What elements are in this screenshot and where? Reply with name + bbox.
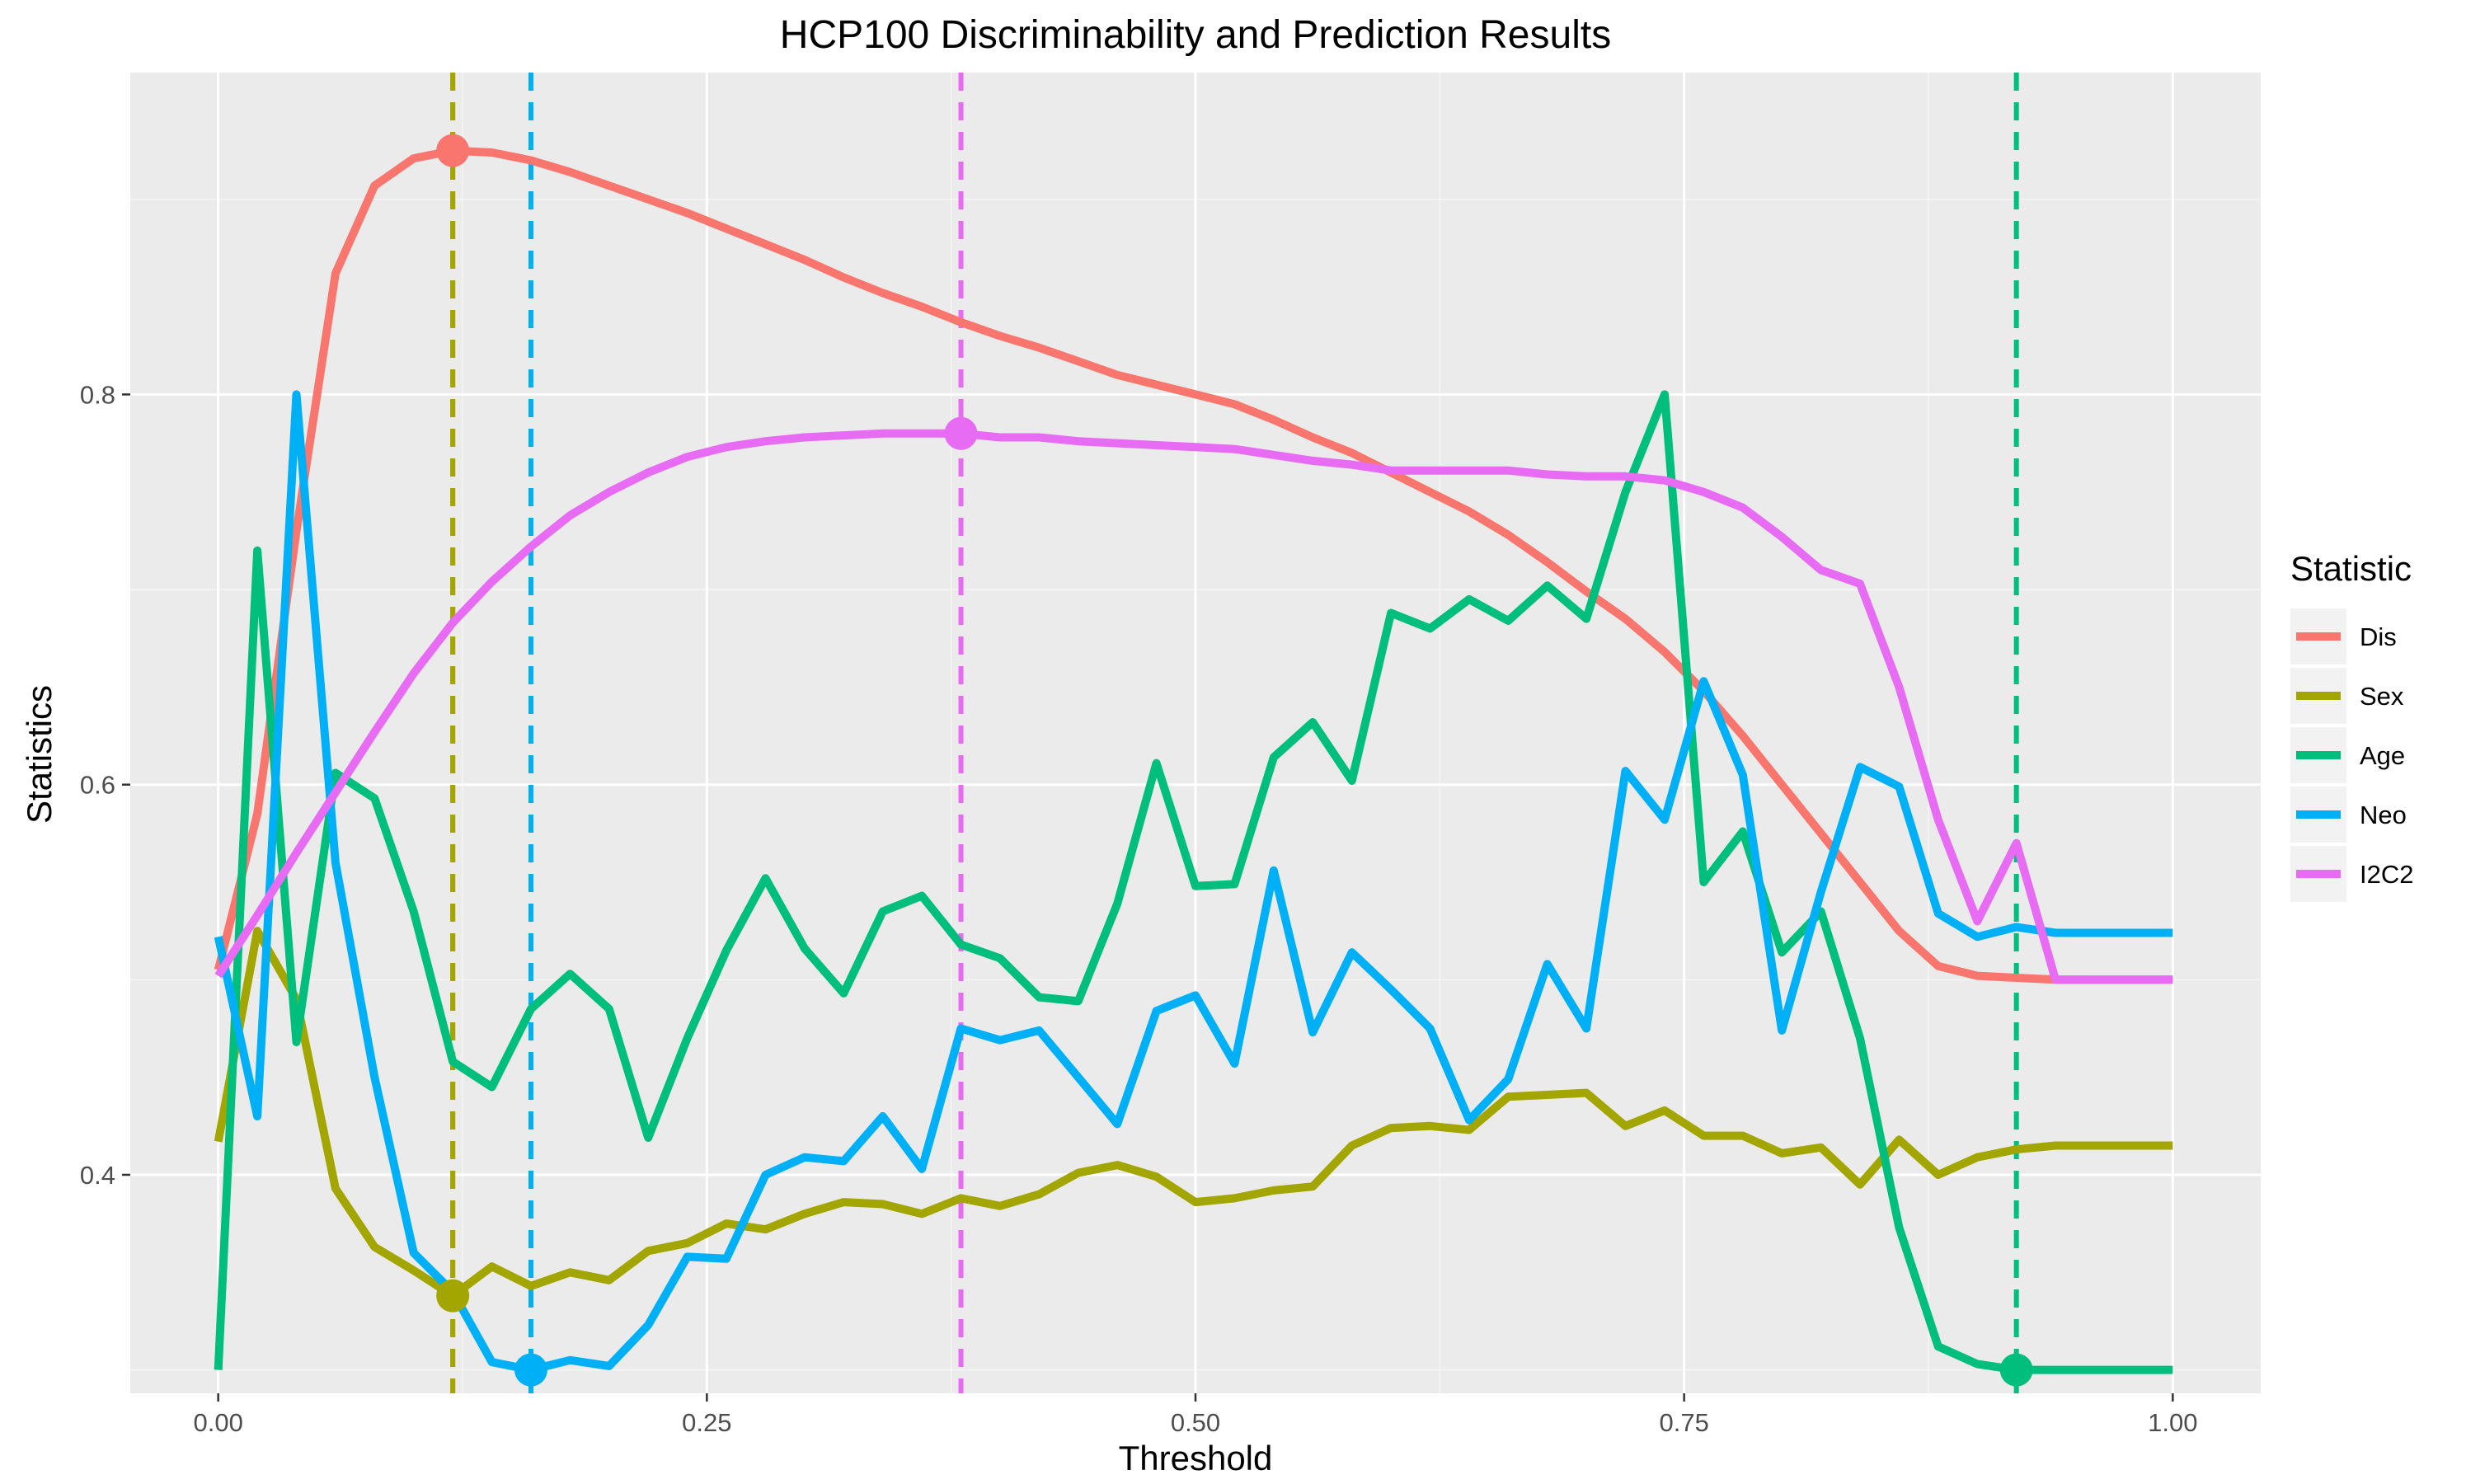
optimum-point-i2c2 (944, 416, 978, 450)
optimum-threshold-lines (450, 73, 2019, 1393)
series-line-dis (214, 146, 2173, 984)
x-tick-label: 0.00 (194, 1408, 243, 1437)
x-tick-label: 1.00 (2148, 1408, 2197, 1437)
legend: Statistic Dis Sex Age Neo I2C2 (2290, 549, 2413, 902)
y-tick-label: 0.8 (80, 380, 115, 409)
y-axis-title: Statistics (20, 685, 59, 824)
y-axis-ticks: 0.4 0.6 0.8 (80, 380, 130, 1190)
series-line-age (214, 390, 2173, 1374)
optimum-point-age (1999, 1353, 2033, 1387)
x-tick-label: 0.50 (1171, 1408, 1220, 1437)
legend-label-neo: Neo (2360, 801, 2407, 829)
legend-label-age: Age (2360, 741, 2405, 770)
chart-title: HCP100 Discriminability and Prediction R… (780, 13, 1611, 57)
optimum-point-dis (436, 134, 470, 167)
y-tick-label: 0.4 (80, 1161, 115, 1190)
series-line-i2c2 (214, 429, 2173, 984)
optimum-point-sex (436, 1279, 470, 1313)
x-axis-title: Threshold (1119, 1439, 1273, 1477)
optimum-point-neo (514, 1353, 547, 1387)
x-tick-label: 0.25 (682, 1408, 731, 1437)
y-tick-label: 0.6 (80, 771, 115, 800)
optimum-markers (436, 134, 2033, 1387)
x-axis-ticks: 0.00 0.25 0.50 0.75 1.00 (194, 1393, 2197, 1437)
legend-label-i2c2: I2C2 (2360, 860, 2413, 889)
x-tick-label: 0.75 (1659, 1408, 1708, 1437)
legend-label-sex: Sex (2360, 682, 2404, 711)
legend-label-dis: Dis (2360, 622, 2397, 651)
series-line-sex (214, 927, 2173, 1300)
legend-title: Statistic (2290, 549, 2412, 588)
